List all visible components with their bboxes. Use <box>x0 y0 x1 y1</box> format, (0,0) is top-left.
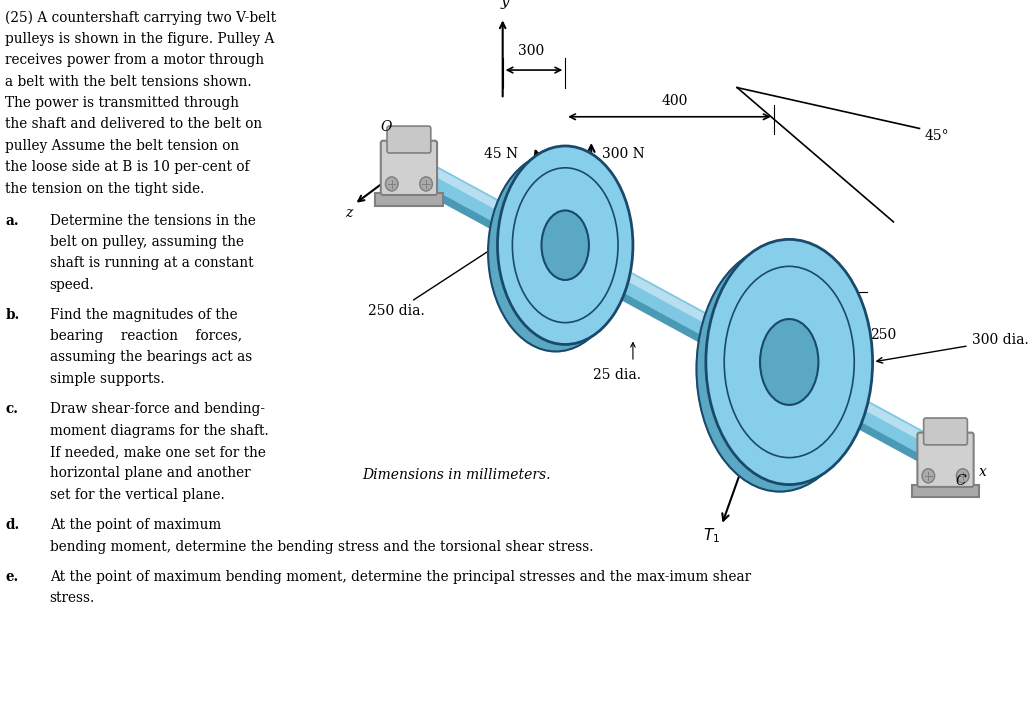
Text: At the point of maximum: At the point of maximum <box>50 518 221 533</box>
Text: 300 dia.: 300 dia. <box>877 333 1028 363</box>
Ellipse shape <box>542 211 589 280</box>
Ellipse shape <box>497 146 633 345</box>
Ellipse shape <box>701 243 868 488</box>
Ellipse shape <box>706 239 873 485</box>
Text: the loose side at B is 10 per-cent of: the loose side at B is 10 per-cent of <box>5 160 249 174</box>
FancyBboxPatch shape <box>923 418 968 445</box>
Circle shape <box>386 177 398 191</box>
Text: z: z <box>345 206 353 220</box>
Text: bearing    reaction    forces,: bearing reaction forces, <box>50 329 242 343</box>
Text: speed.: speed. <box>50 278 94 292</box>
Text: e.: e. <box>5 570 19 584</box>
Text: shaft is running at a constant: shaft is running at a constant <box>50 256 253 271</box>
Text: belt on pulley, assuming the: belt on pulley, assuming the <box>50 235 244 249</box>
Text: a belt with the belt tensions shown.: a belt with the belt tensions shown. <box>5 75 252 89</box>
Text: Determine the tensions in the: Determine the tensions in the <box>50 214 255 228</box>
Text: assuming the bearings act as: assuming the bearings act as <box>50 350 252 365</box>
Text: set for the vertical plane.: set for the vertical plane. <box>50 488 224 502</box>
Text: Draw shear-force and bending-: Draw shear-force and bending- <box>50 402 265 417</box>
Text: At the point of maximum bending moment, determine the principal stresses and the: At the point of maximum bending moment, … <box>50 570 751 584</box>
Text: the tension on the tight side.: the tension on the tight side. <box>5 182 205 196</box>
Text: c.: c. <box>5 402 19 417</box>
Ellipse shape <box>495 147 631 346</box>
Text: a.: a. <box>5 214 19 228</box>
Text: C: C <box>955 473 967 488</box>
Text: 300 N: 300 N <box>602 147 644 161</box>
Ellipse shape <box>493 150 629 348</box>
Text: pulley Assume the belt tension on: pulley Assume the belt tension on <box>5 139 239 153</box>
Text: d.: d. <box>5 518 20 533</box>
Text: $T_1$: $T_1$ <box>702 526 720 545</box>
Circle shape <box>922 468 935 483</box>
Text: 45°: 45° <box>924 129 949 143</box>
Ellipse shape <box>760 319 818 405</box>
Circle shape <box>420 177 432 191</box>
Text: O: O <box>381 120 392 135</box>
Text: moment diagrams for the shaft.: moment diagrams for the shaft. <box>50 424 269 438</box>
Ellipse shape <box>697 246 863 491</box>
Text: bending moment, determine the bending stress and the torsional shear stress.: bending moment, determine the bending st… <box>50 540 594 554</box>
Text: pulleys is shown in the figure. Pulley A: pulleys is shown in the figure. Pulley A <box>5 32 275 46</box>
FancyBboxPatch shape <box>912 485 979 498</box>
Text: The power is transmitted through: The power is transmitted through <box>5 96 239 110</box>
FancyBboxPatch shape <box>381 141 437 195</box>
Text: stress.: stress. <box>50 591 95 605</box>
Ellipse shape <box>488 153 624 352</box>
FancyBboxPatch shape <box>387 126 431 153</box>
Text: x: x <box>979 465 987 479</box>
FancyBboxPatch shape <box>917 433 974 487</box>
Text: 250: 250 <box>870 328 896 342</box>
Text: $T_2$: $T_2$ <box>708 394 725 414</box>
Text: receives power from a motor through: receives power from a motor through <box>5 53 265 68</box>
Text: If needed, make one set for the: If needed, make one set for the <box>50 445 266 459</box>
Text: horizontal plane and another: horizontal plane and another <box>50 466 250 481</box>
FancyBboxPatch shape <box>375 193 443 206</box>
Text: 400: 400 <box>662 94 688 108</box>
Ellipse shape <box>490 151 626 350</box>
Text: 45 N: 45 N <box>484 147 518 161</box>
Text: 300: 300 <box>518 44 545 58</box>
Text: 25 dia.: 25 dia. <box>594 369 641 382</box>
Ellipse shape <box>699 245 865 490</box>
Text: Find the magnitudes of the: Find the magnitudes of the <box>50 308 237 322</box>
Text: 250 dia.: 250 dia. <box>368 248 494 318</box>
Text: the shaft and delivered to the belt on: the shaft and delivered to the belt on <box>5 117 263 132</box>
Text: (25) A countershaft carrying two V-belt: (25) A countershaft carrying two V-belt <box>5 11 276 25</box>
Text: y: y <box>501 0 510 9</box>
Circle shape <box>956 468 969 483</box>
Text: b.: b. <box>5 308 20 322</box>
Ellipse shape <box>703 241 871 486</box>
Text: Dimensions in millimeters.: Dimensions in millimeters. <box>362 468 550 482</box>
Text: simple supports.: simple supports. <box>50 372 164 386</box>
